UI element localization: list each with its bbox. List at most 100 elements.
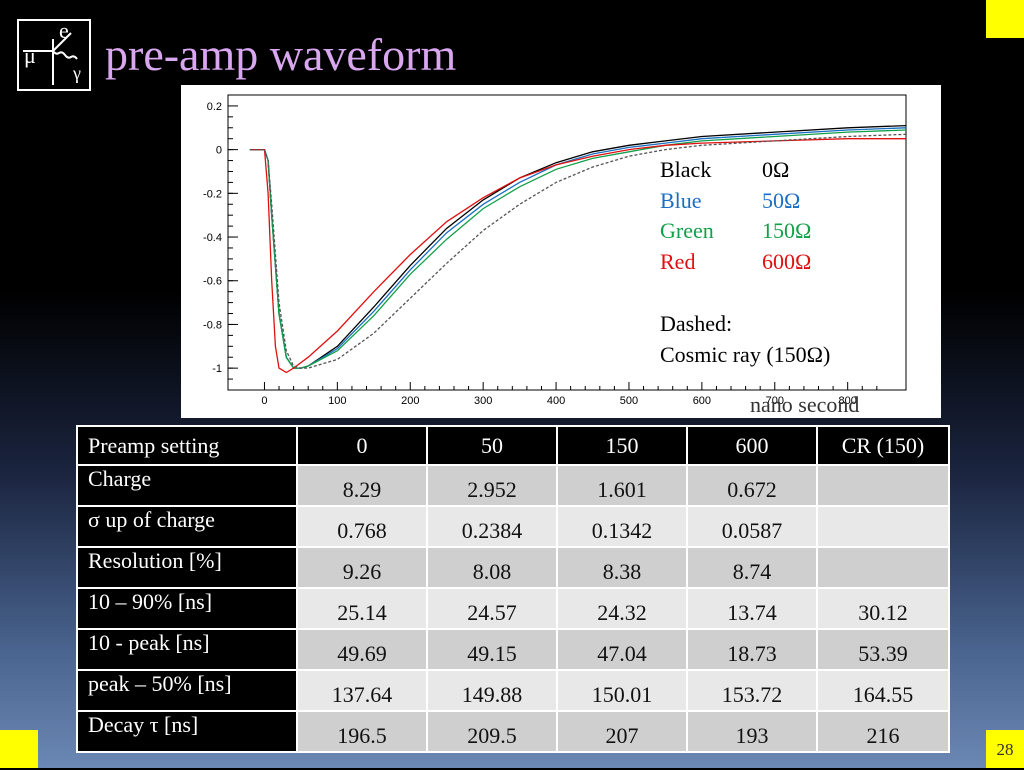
table-cell: 193 <box>686 710 818 753</box>
series-line-red <box>249 138 906 374</box>
legend-label-red: Red <box>660 249 696 274</box>
row-label: peak – 50% [ns] <box>76 669 298 712</box>
table-row: 10 - peak [ns] 49.69 49.15 47.04 18.73 53.39 <box>76 628 950 671</box>
logo-e: e <box>59 21 69 43</box>
table-cell <box>816 464 950 507</box>
row-label: Decay τ [ns] <box>76 710 298 753</box>
row-label: Charge <box>76 464 298 507</box>
y-tick-label: 0 <box>216 145 222 157</box>
y-tick-label: -1 <box>212 363 222 375</box>
table-cell: 149.88 <box>426 669 558 712</box>
logo-gamma: γ <box>72 63 81 83</box>
table-cell: 47.04 <box>556 628 688 671</box>
header-150-ohm: 150 <box>556 425 688 466</box>
legend-value-red: 600Ω <box>762 249 812 274</box>
series-line-black <box>249 124 907 369</box>
table-cell: 8.38 <box>556 546 688 589</box>
table-cell: 24.32 <box>556 587 688 630</box>
table-row: peak – 50% [ns] 137.64 149.88 150.01 153.72 1… <box>76 669 950 712</box>
table-cell <box>816 505 950 548</box>
table-cell: 25.14 <box>296 587 428 630</box>
table-cell: 1.601 <box>556 464 688 507</box>
table-row: 10 – 90% [ns] 25.14 24.57 24.32 13.74 30.12 <box>76 587 950 630</box>
page-title: pre-amp waveform <box>105 29 457 80</box>
slide-number: 28 <box>996 740 1014 759</box>
legend-value-black: 0Ω <box>762 157 790 182</box>
table-cell: 0.768 <box>296 505 428 548</box>
table-cell: 196.5 <box>296 710 428 753</box>
legend-dashed-label: Dashed: <box>660 311 733 336</box>
table-cell: 0.2384 <box>426 505 558 548</box>
table-row: Charge 8.29 2.952 1.601 0.672 <box>76 464 950 507</box>
header-0-ohm: 0 <box>296 425 428 466</box>
table-cell: 24.57 <box>426 587 558 630</box>
legend-dashed-desc: Cosmic ray (150Ω) <box>660 342 831 367</box>
y-tick-label: -0.2 <box>203 188 222 200</box>
table-cell: 49.69 <box>296 628 428 671</box>
corner-accent-bottom-left <box>0 730 38 768</box>
legend-label-green: Green <box>660 218 714 243</box>
row-label: Resolution [%] <box>76 546 298 589</box>
table-cell: 209.5 <box>426 710 558 753</box>
table-cell: 164.55 <box>816 669 950 712</box>
legend-blue: Blue 50Ω <box>660 188 800 214</box>
table-cell: 53.39 <box>816 628 950 671</box>
mu-e-gamma-logo-icon: μ e γ <box>17 18 91 91</box>
x-tick-label: 0 <box>261 395 267 407</box>
table-cell: 0.672 <box>686 464 818 507</box>
logo-mu: μ <box>24 43 36 68</box>
row-label: 10 – 90% [ns] <box>76 587 298 630</box>
table-cell: 137.64 <box>296 669 428 712</box>
x-tick-label: 500 <box>620 395 638 407</box>
series-line-green <box>249 129 907 369</box>
legend-black: Black 0Ω <box>660 157 789 183</box>
x-tick-label: 800 <box>838 395 856 407</box>
table-cell: 216 <box>816 710 950 753</box>
table-header-row: Preamp setting 0 50 150 600 CR (150) <box>76 425 950 466</box>
series-line-blue <box>249 127 907 369</box>
table-cell: 13.74 <box>686 587 818 630</box>
y-tick-label: -0.8 <box>203 319 222 331</box>
table-cell: 30.12 <box>816 587 950 630</box>
row-label: 10 - peak [ns] <box>76 628 298 671</box>
y-tick-label: -0.4 <box>203 232 222 244</box>
series-line-cosmic-ray-150- <box>249 133 907 369</box>
corner-accent-bottom-right <box>986 730 1024 768</box>
table-row: σ up of charge 0.768 0.2384 0.1342 0.0587 <box>76 505 950 548</box>
row-label: σ up of charge <box>76 505 298 548</box>
table-cell: 8.29 <box>296 464 428 507</box>
table-cell: 207 <box>556 710 688 753</box>
table-cell: 9.26 <box>296 546 428 589</box>
header-50-ohm: 50 <box>426 425 558 466</box>
header-preamp-setting: Preamp setting <box>76 425 298 466</box>
x-tick-label: 600 <box>693 395 711 407</box>
plot-frame <box>227 94 907 391</box>
x-tick-label: 200 <box>401 395 419 407</box>
header-cr-150: CR (150) <box>816 425 950 466</box>
legend-red: Red 600Ω <box>660 249 811 275</box>
legend-value-blue: 50Ω <box>762 188 801 213</box>
table-cell: 150.01 <box>556 669 688 712</box>
table-cell <box>816 546 950 589</box>
y-tick-label: 0.2 <box>207 101 222 113</box>
header-600-ohm: 600 <box>686 425 818 466</box>
waveform-chart: 0 100 200 300 400 500 600 700 800 0.2 0 -0.2 -0.4 -0.… <box>203 94 907 407</box>
x-axis-label: nano second <box>750 392 860 417</box>
waveform-plot: 0 100 200 300 400 500 600 700 800 0.2 0 -0.2 -0.4 -0.… <box>181 85 941 418</box>
table-row: Decay τ [ns] 196.5 209.5 207 193 216 <box>76 710 950 753</box>
legend-label-blue: Blue <box>660 188 702 213</box>
y-tick-label: -0.6 <box>203 276 222 288</box>
legend-green: Green 150Ω <box>660 218 811 244</box>
x-tick-label: 700 <box>766 395 784 407</box>
table-cell: 2.952 <box>426 464 558 507</box>
table-cell: 8.74 <box>686 546 818 589</box>
legend-label-black: Black <box>660 157 712 182</box>
table-row: Resolution [%] 9.26 8.08 8.38 8.74 <box>76 546 950 589</box>
table-cell: 18.73 <box>686 628 818 671</box>
corner-accent-top-right <box>986 0 1024 38</box>
table-cell: 0.0587 <box>686 505 818 548</box>
table-cell: 8.08 <box>426 546 558 589</box>
legend-value-green: 150Ω <box>762 218 812 243</box>
preamp-results-table: Preamp setting 0 50 150 600 CR (150) Cha… <box>76 425 950 753</box>
table-cell: 0.1342 <box>556 505 688 548</box>
